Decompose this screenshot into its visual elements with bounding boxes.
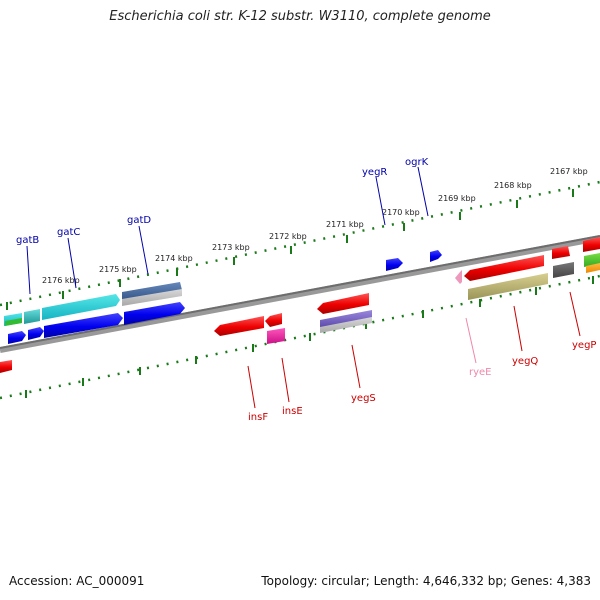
gene-arrow[interactable]	[583, 237, 600, 252]
minus-strand-features	[0, 255, 574, 373]
gene-arrow[interactable]	[124, 302, 185, 325]
gene-label-ryee[interactable]: ryeE	[469, 367, 492, 378]
gene-arrow[interactable]	[430, 250, 442, 262]
gene-arrow[interactable]	[42, 294, 120, 320]
gene-arrow[interactable]	[320, 310, 372, 328]
gene-label-ogrk[interactable]: ogrK	[405, 157, 429, 168]
gene-label-gatb[interactable]: gatB	[16, 235, 39, 246]
gene-arrow[interactable]	[214, 316, 264, 336]
accession-label: Accession: AC_000091	[9, 574, 145, 588]
gene-arrow[interactable]	[586, 263, 600, 273]
gene-arrow[interactable]	[584, 253, 600, 267]
map-title: Escherichia coli str. K-12 substr. W3110…	[109, 9, 491, 24]
gene-label-inse[interactable]: insE	[282, 406, 303, 417]
gene-arrow[interactable]	[0, 360, 12, 373]
plus-strand-features	[4, 237, 600, 344]
gene-label-yegp[interactable]: yegP	[572, 340, 596, 351]
ruler-label: 2168 kbp	[494, 181, 532, 190]
ruler-label: 2167 kbp	[550, 167, 588, 176]
gene-arrow[interactable]	[317, 293, 369, 314]
ruler-label: 2173 kbp	[212, 243, 250, 252]
gene-label-insf[interactable]: insF	[248, 412, 268, 423]
gene-arrow[interactable]	[122, 282, 182, 300]
gene-arrow[interactable]	[386, 258, 403, 271]
scale-track-upper	[0, 180, 600, 310]
genome-backbone	[0, 235, 600, 353]
ruler-label: 2176 kbp	[42, 276, 80, 285]
gene-arrow[interactable]	[122, 289, 182, 306]
gene-arrow[interactable]	[455, 270, 462, 284]
ruler-label: 2172 kbp	[269, 232, 307, 241]
gene-arrow[interactable]	[8, 331, 26, 344]
ruler-label: 2171 kbp	[326, 220, 364, 229]
ruler-label: 2170 kbp	[382, 208, 420, 217]
label-leaders	[26, 166, 581, 409]
gene-arrow[interactable]	[265, 313, 282, 327]
gene-label-yegs[interactable]: yegS	[351, 393, 376, 404]
gene-label-yegq[interactable]: yegQ	[512, 356, 538, 367]
gene-arrow[interactable]	[5, 318, 22, 326]
gene-label-gatd[interactable]: gatD	[127, 215, 151, 226]
gene-arrow[interactable]	[28, 327, 44, 340]
gene-arrow[interactable]	[267, 328, 285, 344]
gene-arrow[interactable]	[552, 246, 570, 259]
ruler-label: 2174 kbp	[155, 254, 193, 263]
gene-label-yegr[interactable]: yegR	[362, 167, 387, 178]
gene-arrow[interactable]	[320, 317, 372, 333]
gene-arrow[interactable]	[468, 273, 548, 300]
gene-arrow[interactable]	[44, 313, 123, 338]
ruler-label: 2169 kbp	[438, 194, 476, 203]
gene-arrow[interactable]	[24, 309, 40, 324]
gene-arrow[interactable]	[553, 262, 574, 278]
genome-summary: Topology: circular; Length: 4,646,332 bp…	[261, 574, 591, 588]
ruler-label: 2175 kbp	[99, 265, 137, 274]
gene-label-gatc[interactable]: gatC	[57, 227, 80, 238]
gene-arrow[interactable]	[464, 255, 544, 281]
